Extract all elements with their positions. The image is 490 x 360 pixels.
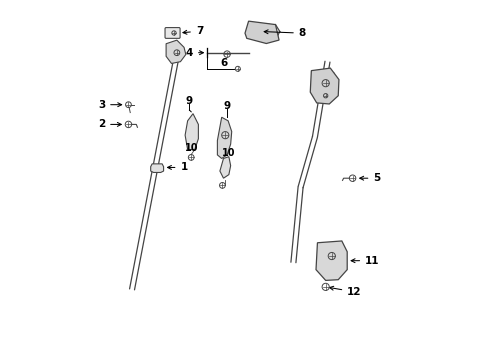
Text: 9: 9	[186, 96, 193, 106]
Polygon shape	[310, 68, 339, 104]
Text: 10: 10	[184, 143, 198, 153]
Text: 1: 1	[168, 162, 188, 172]
Text: 9: 9	[223, 102, 231, 112]
FancyBboxPatch shape	[165, 28, 180, 39]
Text: 6: 6	[220, 58, 227, 68]
Text: 4: 4	[186, 48, 203, 58]
Polygon shape	[185, 114, 198, 149]
Text: 2: 2	[98, 120, 122, 129]
Text: 8: 8	[264, 28, 306, 38]
Polygon shape	[245, 21, 279, 44]
Text: 10: 10	[222, 148, 236, 158]
Text: 12: 12	[330, 286, 362, 297]
Text: 3: 3	[98, 100, 122, 110]
Text: 5: 5	[360, 173, 381, 183]
Polygon shape	[220, 157, 231, 178]
Polygon shape	[166, 40, 186, 63]
Polygon shape	[151, 164, 164, 172]
Polygon shape	[316, 241, 347, 280]
Text: 7: 7	[183, 26, 203, 36]
Polygon shape	[218, 117, 232, 158]
Text: 11: 11	[351, 256, 380, 266]
